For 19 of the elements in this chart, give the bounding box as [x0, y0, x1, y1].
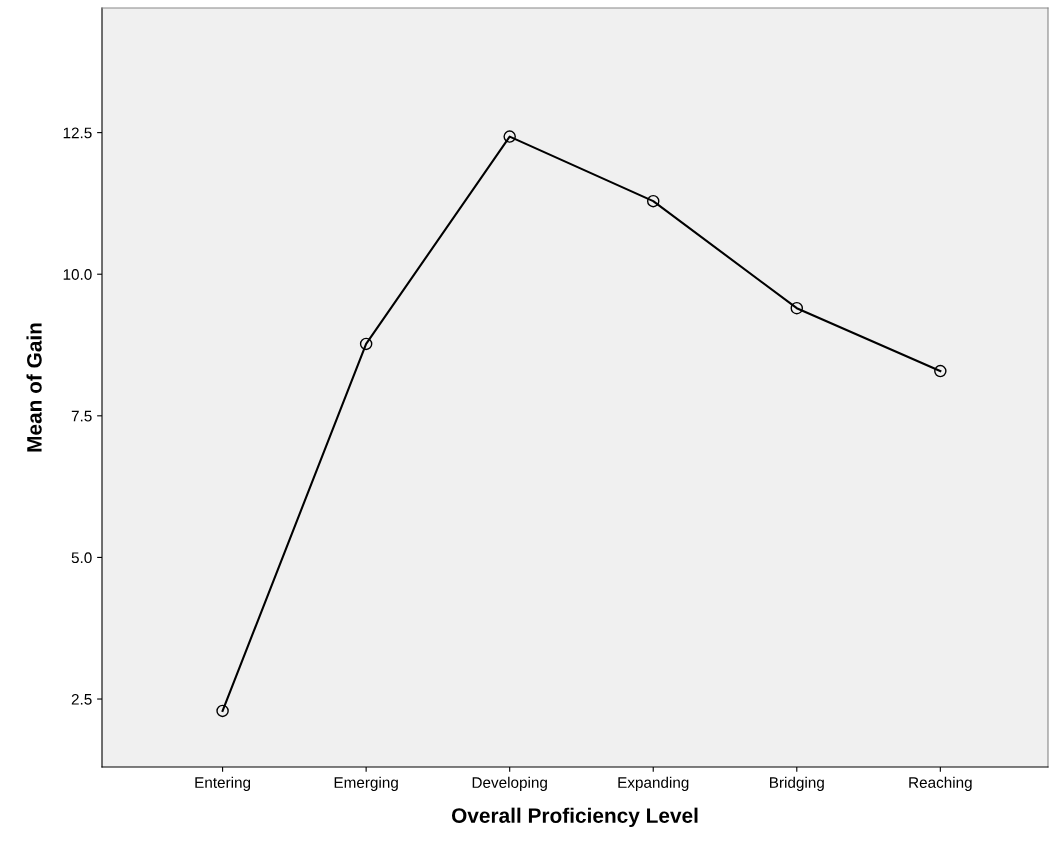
- point: [359, 337, 373, 351]
- point: [646, 194, 660, 208]
- point: [790, 301, 804, 315]
- x-tick-label: Entering: [195, 776, 251, 791]
- point: [934, 364, 947, 378]
- x-tick-label: Reaching: [909, 776, 972, 791]
- x-tick-label: Bridging: [770, 776, 824, 791]
- y-tick-label: 5.0: [71, 552, 92, 564]
- x-axis-title: Overall Proficiency Level: [451, 807, 698, 828]
- x-tick-label: Expanding: [618, 776, 689, 791]
- x-tick-label: Developing: [472, 776, 547, 791]
- y-axis-title: Mean of Gain: [26, 323, 42, 452]
- y-tick-label: 7.5: [71, 410, 92, 422]
- point: [503, 130, 516, 143]
- y-tick-label: 12.5: [63, 127, 92, 139]
- point: [216, 704, 229, 718]
- y-tick-label: 2.5: [71, 693, 92, 705]
- y-tick-label: 10.0: [63, 269, 92, 280]
- x-tick-label: Emerging: [334, 776, 398, 791]
